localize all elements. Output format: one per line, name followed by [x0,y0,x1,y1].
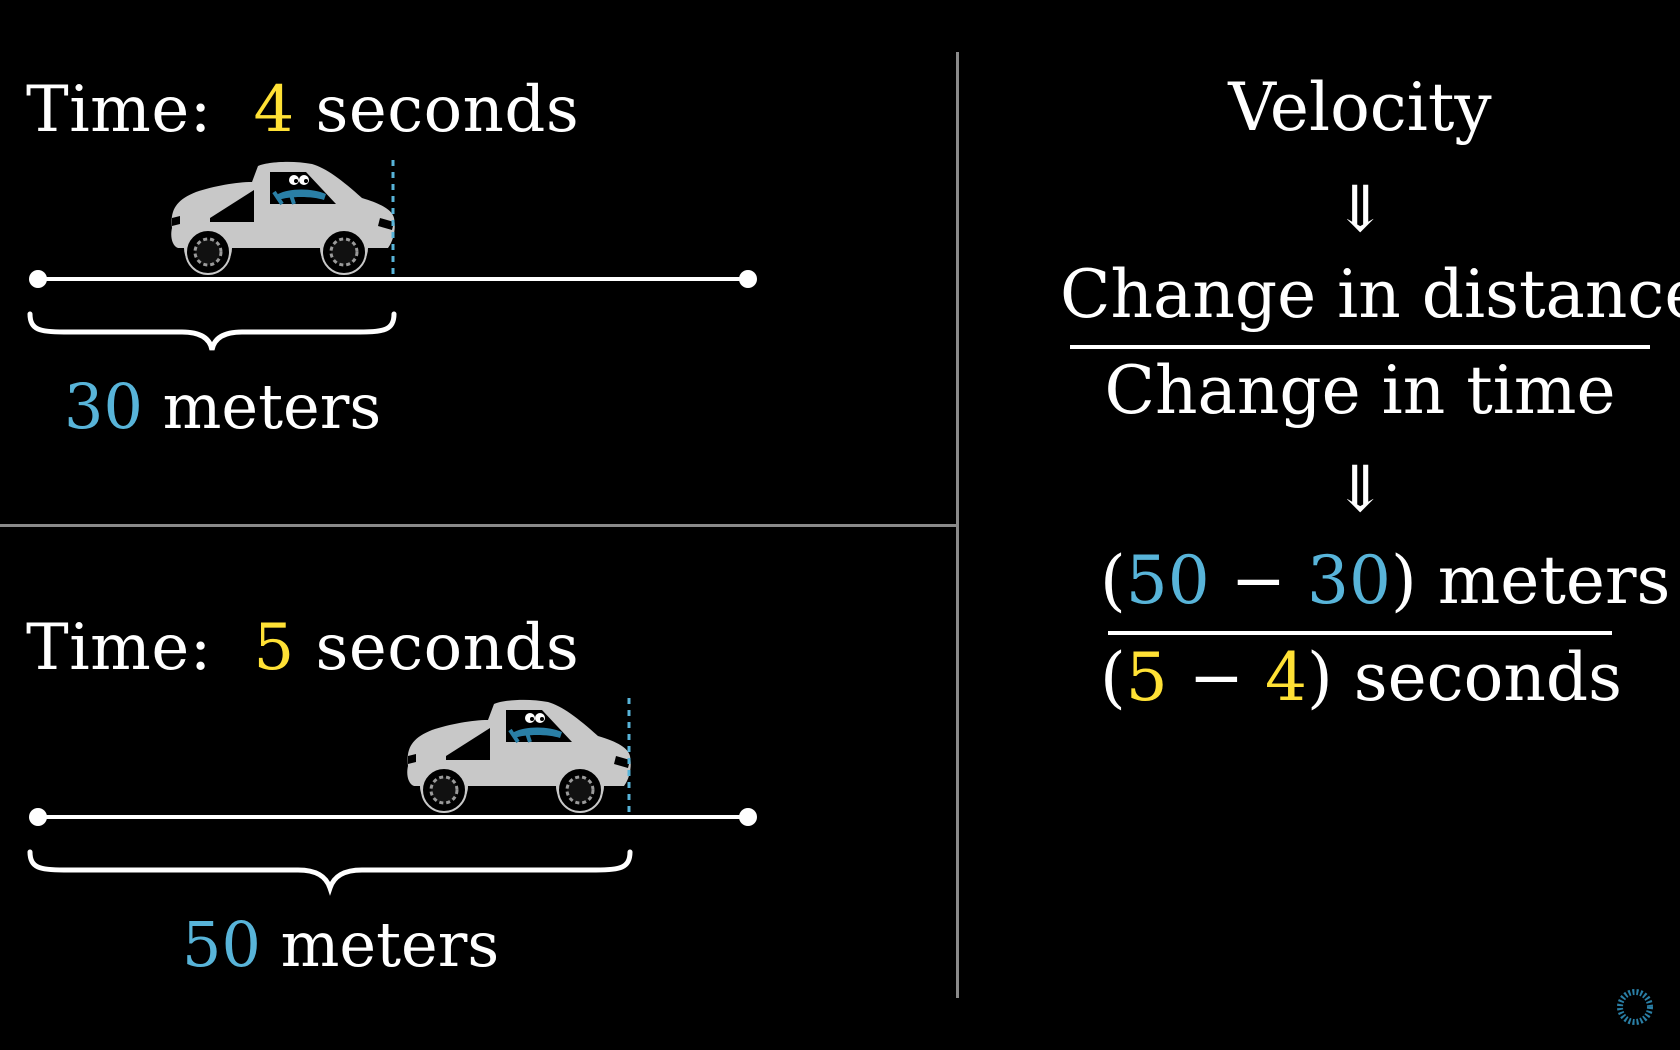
track-start-dot [29,808,47,826]
denominator-unit: seconds [1353,639,1623,716]
velocity-heading: Velocity [1228,69,1492,146]
fraction-denominator-values: (5 − 4) seconds [1100,645,1622,711]
fraction-numerator-values: (50 − 30) meters [1100,548,1670,614]
time-value: 4 [253,73,295,147]
vertical-divider [956,52,959,998]
minus-sign: − [1167,639,1266,716]
brace-bottom [27,849,633,896]
brace-top [27,311,397,351]
time-value: 5 [253,611,295,685]
horizontal-divider [0,524,958,527]
track-bottom [29,808,757,826]
fraction-denominator-words: Change in time [1104,352,1616,429]
distance-value: 30 [64,370,143,443]
minus-sign: − [1209,542,1307,619]
car-top [169,159,397,276]
implies-arrow-icon: ⇓ [1333,173,1387,247]
time-prefix: Time: [26,73,212,147]
distance-label-top: 30 meters [64,376,381,438]
track-end-dot [739,808,757,826]
paren-open: ( [1100,639,1126,716]
fraction-bar [1108,631,1612,635]
time-unit: seconds [315,73,580,147]
time-unit: seconds [315,611,580,685]
car-scene [27,159,757,896]
distance-label-bottom: 50 meters [182,914,499,976]
distance-initial: 30 [1307,542,1391,619]
time-final: 5 [1125,639,1168,716]
time-label-top: Time: 4 seconds [26,78,579,142]
time-label-bottom: Time: 5 seconds [26,616,579,680]
distance-value: 50 [182,908,261,981]
fraction-bar [1070,345,1650,349]
distance-unit: meters [280,908,500,981]
distance-final: 50 [1125,542,1210,619]
paren-open: ( [1100,542,1126,619]
time-initial: 4 [1265,639,1308,716]
track-start-dot [29,270,47,288]
track-end-dot [739,270,757,288]
loading-spinner-icon [1617,989,1653,1025]
numerator-unit: meters [1437,542,1671,619]
implies-arrow-icon: ⇓ [1333,453,1387,527]
paren-close: ) [1390,542,1417,619]
distance-unit: meters [162,370,382,443]
track-top [29,270,757,288]
time-prefix: Time: [26,611,212,685]
paren-close: ) [1307,639,1333,716]
car-bottom [405,697,633,814]
fraction-numerator-words: Change in distance [1060,256,1680,333]
